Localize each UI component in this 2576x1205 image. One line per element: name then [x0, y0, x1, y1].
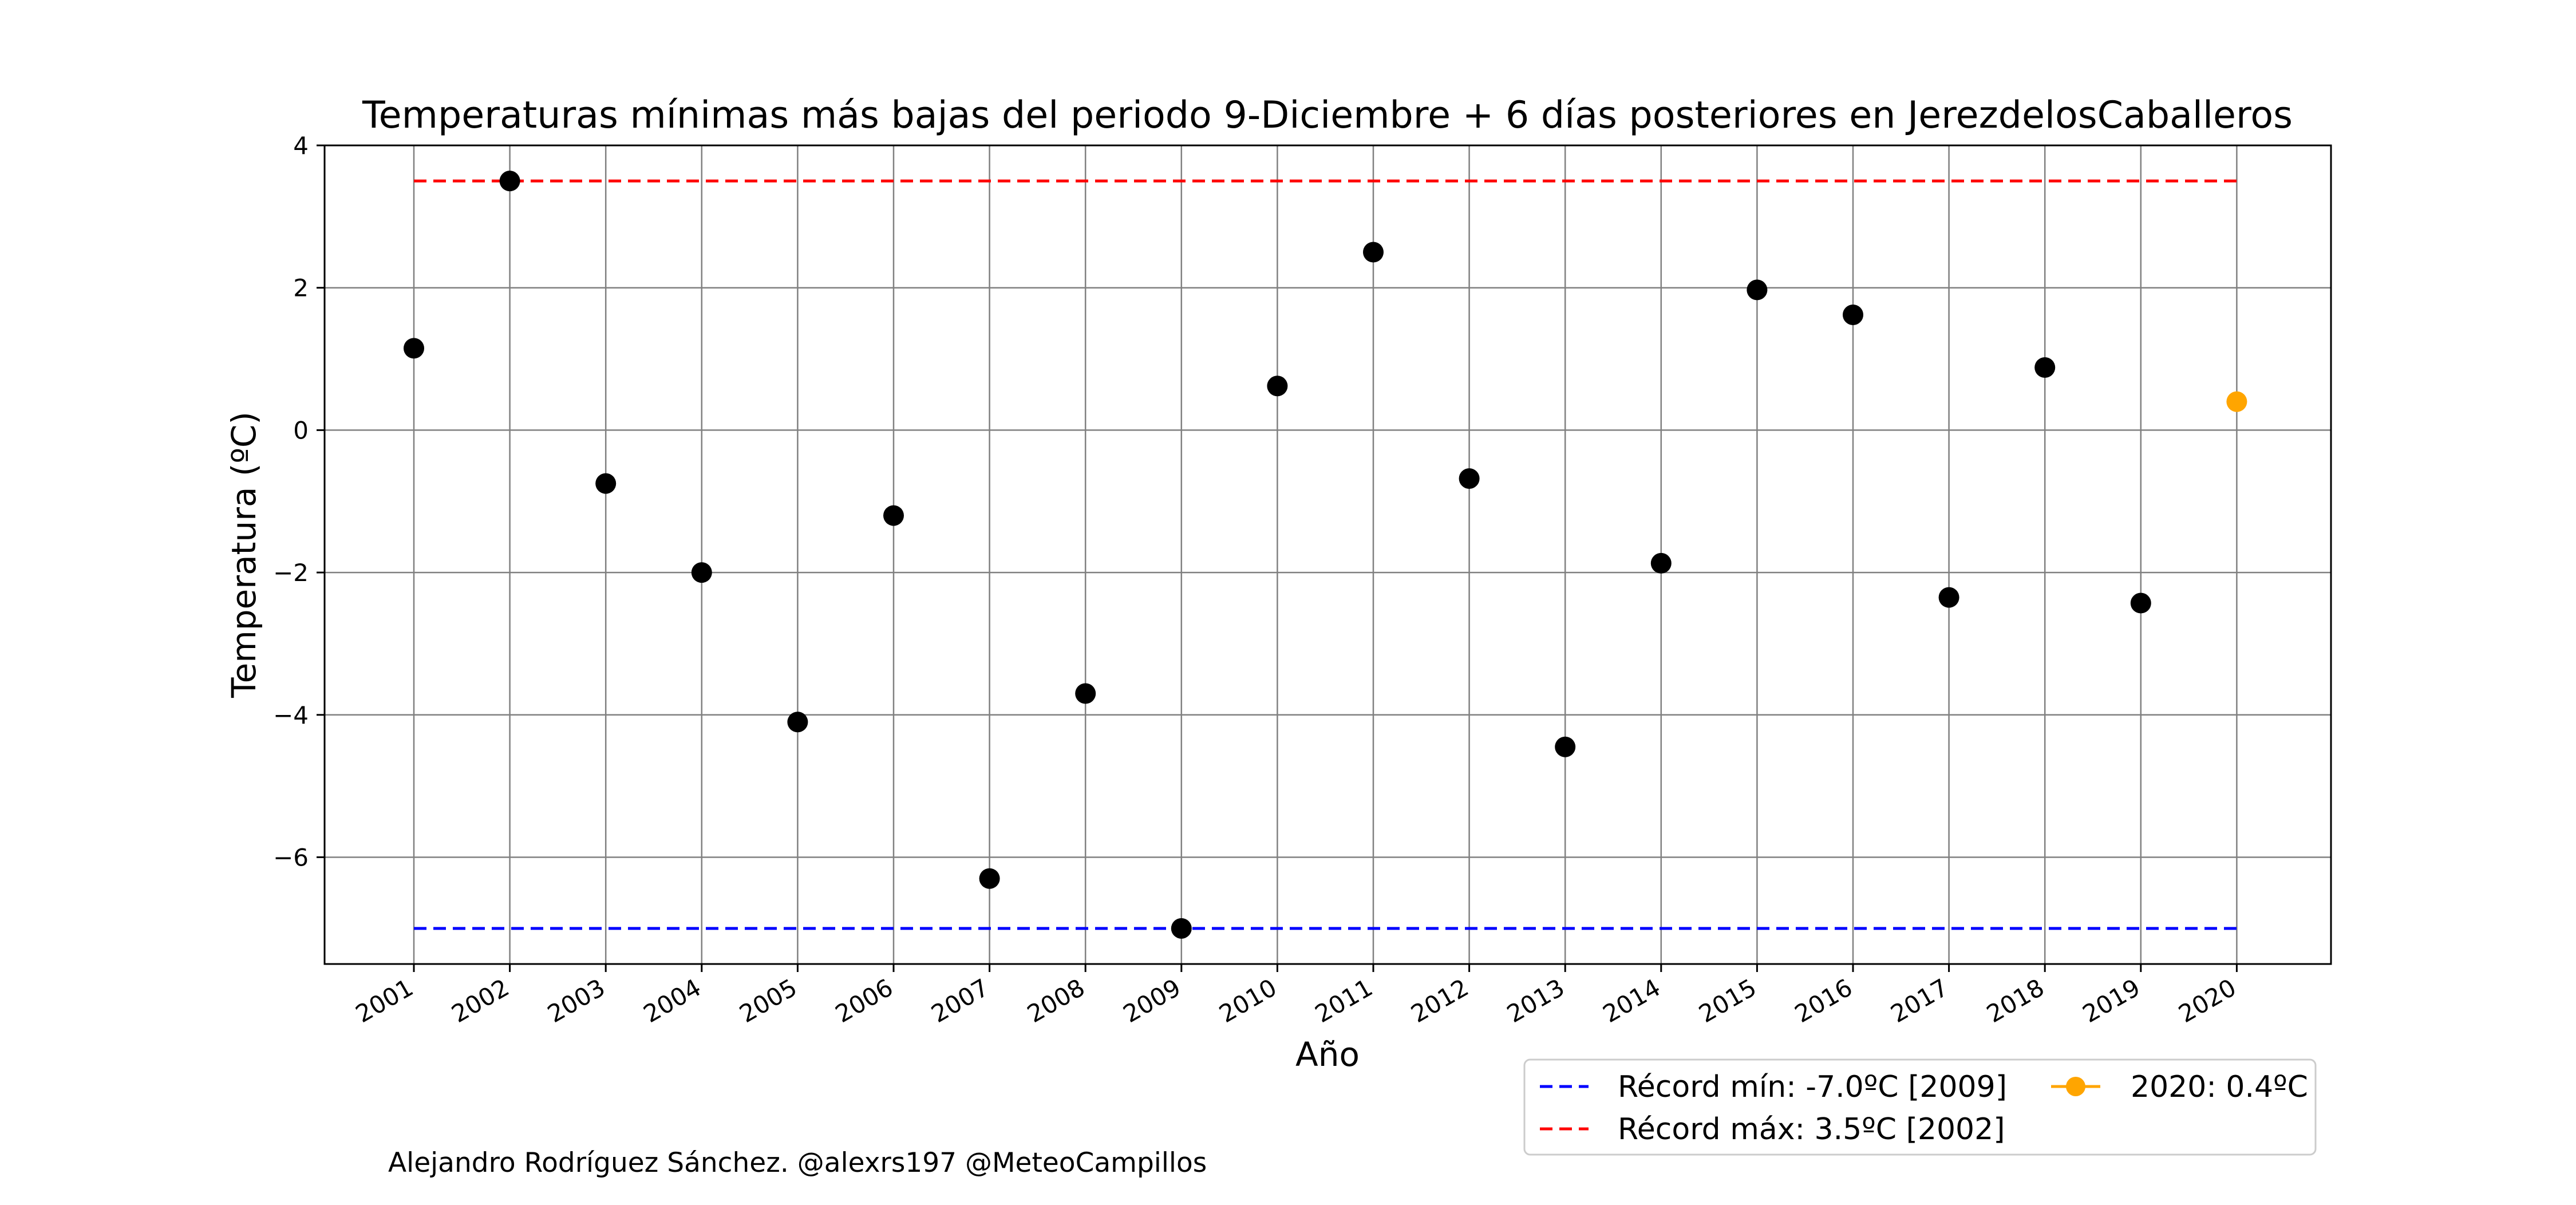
data-point [1459, 468, 1480, 489]
data-point [2130, 592, 2151, 614]
data-point [595, 473, 617, 494]
data-point [499, 171, 520, 192]
y-axis-ticks: 4 2 0 −2 −4 −6 [273, 132, 325, 871]
y-tick-label: −4 [273, 701, 309, 729]
legend-2020-label: 2020: 0.4ºC [2131, 1070, 2308, 1104]
y-tick-label: −2 [273, 559, 309, 587]
y-tick-label: −6 [273, 843, 309, 871]
reference-lines [414, 179, 2237, 930]
footer-credit: Alejandro Rodríguez Sánchez. @alexrs197 … [388, 1147, 1207, 1179]
data-point [691, 562, 712, 583]
data-point [1747, 279, 1768, 301]
data-point [1843, 304, 1863, 325]
chart-title: Temperaturas mínimas más bajas del perio… [362, 94, 2293, 137]
legend-2020-swatch-marker [2066, 1077, 2085, 1096]
legend-record-min-label: Récord mín: -7.0ºC [2009] [1618, 1070, 2007, 1104]
data-point [404, 338, 424, 359]
data-point [2034, 357, 2056, 378]
data-points [404, 171, 2247, 939]
y-axis-label: Temperatura (ºC) [224, 412, 263, 698]
y-tick-label: 4 [293, 132, 309, 160]
grid [325, 144, 2331, 964]
x-axis-label: Año [1295, 1035, 1360, 1074]
y-tick-label: 0 [293, 416, 309, 444]
data-point [979, 868, 1000, 889]
legend: Récord mín: -7.0ºC [2009] Récord máx: 3.… [1523, 1058, 2317, 1156]
y-tick-label: 2 [293, 274, 309, 302]
data-point [1075, 683, 1096, 704]
data-point [1555, 736, 1576, 757]
legend-record-max-label: Récord máx: 3.5ºC [2002] [1618, 1112, 2005, 1147]
data-point [1650, 552, 1672, 574]
legend-box [1523, 1058, 2317, 1156]
data-point-2020 [2226, 391, 2247, 412]
data-point [1938, 587, 1959, 608]
data-point [1267, 376, 1288, 397]
data-point [787, 712, 808, 733]
data-point [883, 505, 904, 526]
plot-frame [323, 144, 2332, 965]
data-point [1363, 242, 1384, 263]
data-point [1171, 918, 1192, 939]
